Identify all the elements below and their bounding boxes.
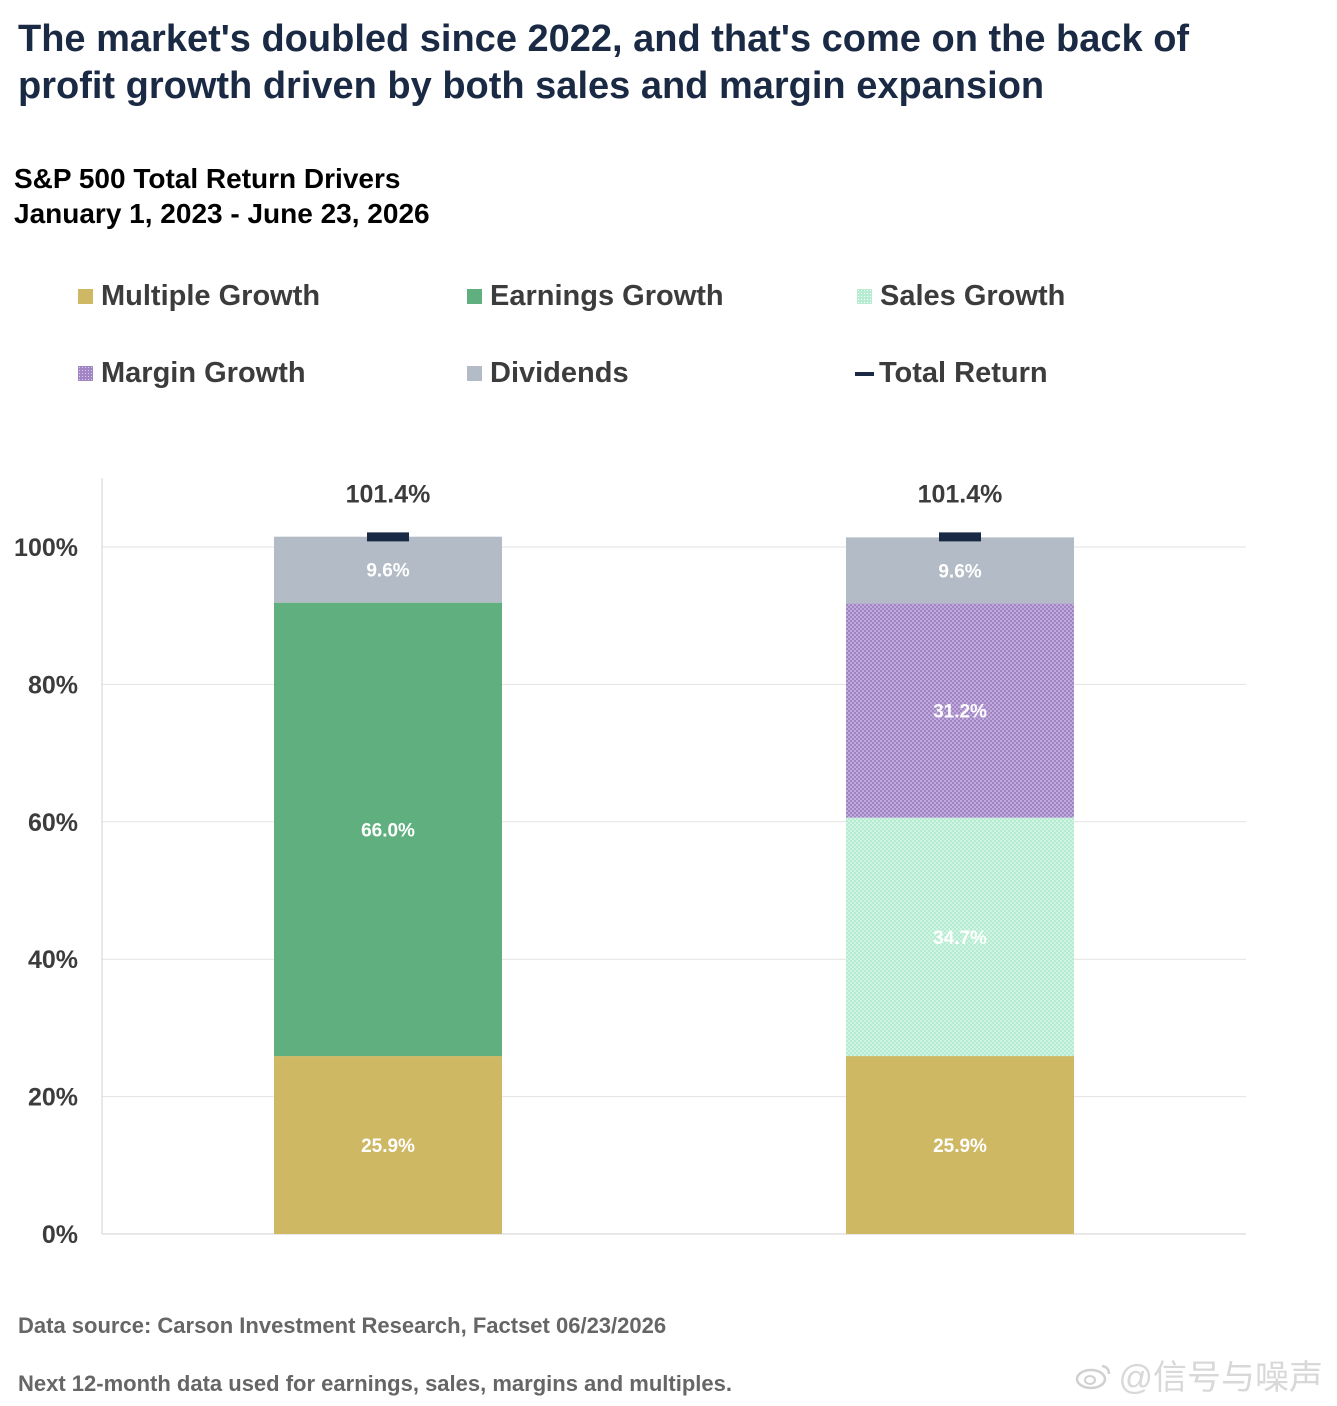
y-tick-label: 0% (42, 1221, 78, 1249)
legend-label-margin-growth: Margin Growth (101, 357, 306, 389)
legend-margin-growth: Margin Growth (78, 357, 306, 390)
weibo-logo-icon (1076, 1364, 1111, 1389)
legend-swatch-dividends (467, 366, 482, 381)
data-label-earnings-growth: 66.0% (361, 820, 415, 841)
legend-dash-total-return (855, 371, 874, 376)
y-tick-label: 100% (14, 534, 78, 562)
data-label-multiple-growth: 25.9% (933, 1136, 987, 1157)
y-axis: 0% 20% 40% 60% 80% 100% (14, 478, 103, 1249)
data-label-dividends: 9.6% (366, 561, 409, 582)
watermark: @信号与噪声 (1074, 1350, 1323, 1399)
total-return-marker (939, 532, 981, 542)
bar-stack-1: 25.9% 66.0% 9.6% 101.4% (274, 480, 502, 1234)
legend-label-total-return: Total Return (879, 357, 1048, 389)
bar-segment-margin-growth (846, 603, 1074, 818)
data-label-margin-growth: 31.2% (933, 702, 987, 723)
y-tick-label: 40% (28, 946, 78, 974)
total-return-label: 101.4% (346, 480, 431, 508)
legend-swatch-sales-growth (857, 289, 872, 304)
legend-label-dividends: Dividends (490, 357, 629, 389)
bar-segment-multiple-growth (846, 1056, 1074, 1234)
bars: 25.9% 66.0% 9.6% 101.4% 25.9% 34.7% 31.2% 9.6% 1… (274, 480, 1074, 1234)
legend-sales-growth: Sales Growth (857, 280, 1065, 313)
bar-stack-2: 25.9% 34.7% 31.2% 9.6% 101.4% (846, 480, 1074, 1234)
legend-swatch-multiple-growth (78, 289, 93, 304)
y-tick-label: 80% (28, 671, 78, 699)
chart-title: S&P 500 Total Return Drivers (14, 163, 401, 194)
legend-label-multiple-growth: Multiple Growth (101, 280, 321, 312)
bar-segment-dividends (846, 537, 1074, 604)
y-tick-label: 60% (28, 809, 78, 837)
watermark-text: @信号与噪声 (1118, 1359, 1323, 1397)
bar-segment-sales-growth (846, 817, 1074, 1057)
chart-date-range: January 1, 2023 - June 23, 2026 (14, 198, 430, 229)
data-label-multiple-growth: 25.9% (361, 1136, 415, 1157)
legend-label-sales-growth: Sales Growth (880, 280, 1066, 312)
legend-total-return: Total Return (855, 357, 1048, 390)
data-source: Data source: Carson Investment Research,… (18, 1313, 667, 1338)
headline-line-1: The market's doubled since 2022, and tha… (18, 18, 1190, 60)
headline-line-2: profit growth driven by both sales and m… (18, 65, 1045, 107)
stacked-bar-chart: 0%20%40%60%80%100% 25.9%66.0%9.6%101.4%2… (14, 478, 1246, 1249)
gridlines (102, 546, 1246, 1235)
headline: The market's doubled since 2022, and tha… (18, 16, 1318, 110)
bar-segment-multiple-growth (274, 1056, 502, 1234)
legend-multiple-growth: Multiple Growth (78, 280, 320, 313)
legend-label-earnings-growth: Earnings Growth (490, 280, 724, 312)
legend-swatch-margin-growth (78, 366, 93, 381)
total-return-marker (367, 532, 409, 542)
data-label-sales-growth: 34.7% (933, 928, 987, 949)
bar-segment-earnings-growth (274, 602, 502, 1057)
legend-swatch-earnings-growth (467, 289, 482, 304)
legend-earnings-growth: Earnings Growth (467, 280, 724, 313)
total-return-label: 101.4% (918, 480, 1003, 508)
data-label-dividends: 9.6% (938, 561, 981, 582)
legend-dividends: Dividends (467, 357, 629, 390)
footnote: Next 12-month data used for earnings, sa… (18, 1371, 732, 1396)
bar-segment-dividends (274, 536, 502, 603)
y-tick-label: 20% (28, 1084, 78, 1112)
